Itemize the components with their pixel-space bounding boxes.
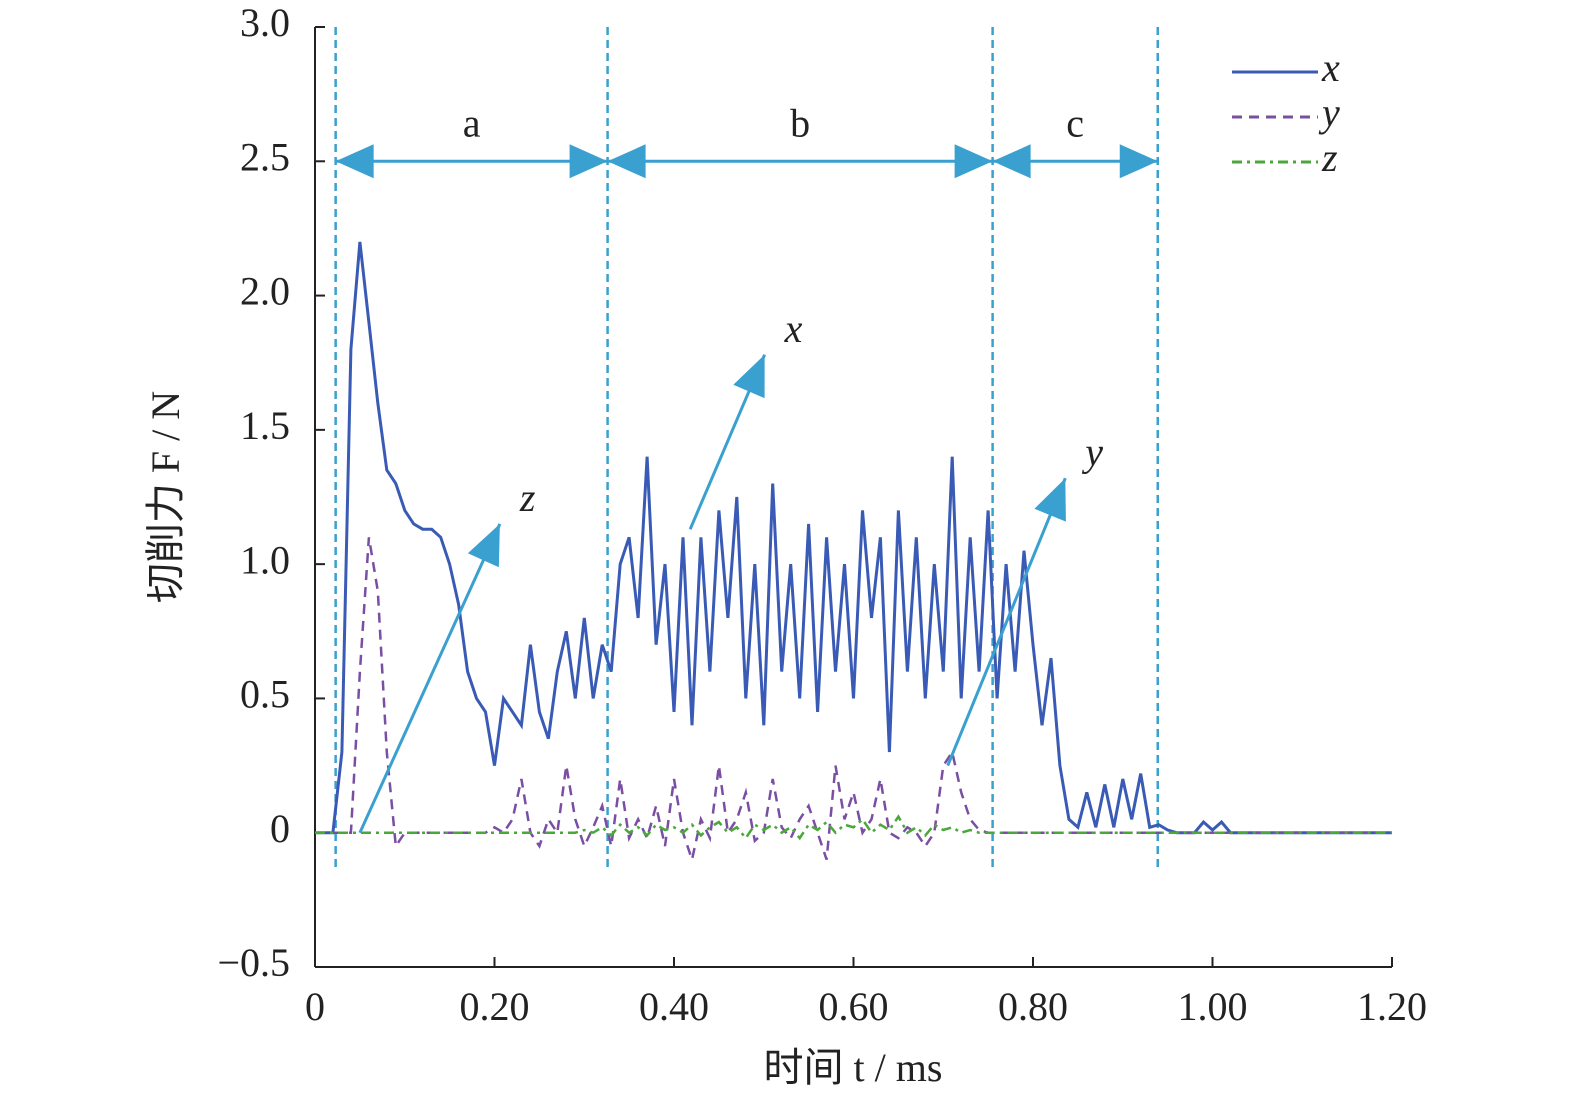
series-line bbox=[315, 241, 1392, 835]
region-label: c bbox=[1066, 100, 1084, 145]
x-tick-label: 0.80 bbox=[998, 984, 1068, 1029]
y-tick-label: 2.5 bbox=[240, 134, 290, 179]
y-tick-label: 3.0 bbox=[240, 0, 290, 45]
y-tick-label: 2.0 bbox=[240, 269, 290, 314]
arrow-head bbox=[467, 523, 500, 568]
pointer-arrow bbox=[946, 477, 1067, 767]
x-tick-label: 0 bbox=[305, 984, 325, 1029]
region-label: b bbox=[790, 100, 810, 145]
arrow-head bbox=[335, 144, 374, 179]
arrow-head bbox=[607, 144, 646, 179]
x-tick-label: 1.00 bbox=[1178, 984, 1248, 1029]
arrow-head bbox=[1034, 478, 1066, 522]
arrow-head bbox=[992, 144, 1031, 179]
pointer-label: z bbox=[519, 475, 536, 520]
x-tick-label: 1.20 bbox=[1357, 984, 1427, 1029]
arrow-head bbox=[569, 144, 608, 179]
region-label: a bbox=[463, 100, 481, 145]
legend-label: y bbox=[1318, 90, 1340, 135]
y-axis-label: 切削力 F / N bbox=[143, 391, 188, 603]
y-tick-label: 1.5 bbox=[240, 403, 290, 448]
pointer-label: y bbox=[1081, 429, 1103, 474]
arrow-head bbox=[733, 354, 765, 399]
y-tick-label: 0.5 bbox=[240, 672, 290, 717]
y-tick-label: 0 bbox=[270, 806, 290, 851]
legend-label: x bbox=[1321, 45, 1340, 90]
series-line bbox=[315, 537, 1392, 865]
legend-label: z bbox=[1321, 135, 1338, 180]
arrow-head bbox=[1119, 144, 1158, 179]
series-line bbox=[315, 814, 1392, 841]
x-axis-label: 时间 t / ms bbox=[764, 1045, 943, 1090]
y-tick-label: 1.0 bbox=[240, 537, 290, 582]
y-tick-label: −0.5 bbox=[217, 940, 290, 985]
arrow-head bbox=[954, 144, 993, 179]
x-tick-label: 0.60 bbox=[819, 984, 889, 1029]
pointer-label: x bbox=[784, 306, 803, 351]
x-tick-label: 0.40 bbox=[639, 984, 709, 1029]
pointer-arrow bbox=[358, 523, 502, 834]
x-tick-label: 0.20 bbox=[460, 984, 530, 1029]
